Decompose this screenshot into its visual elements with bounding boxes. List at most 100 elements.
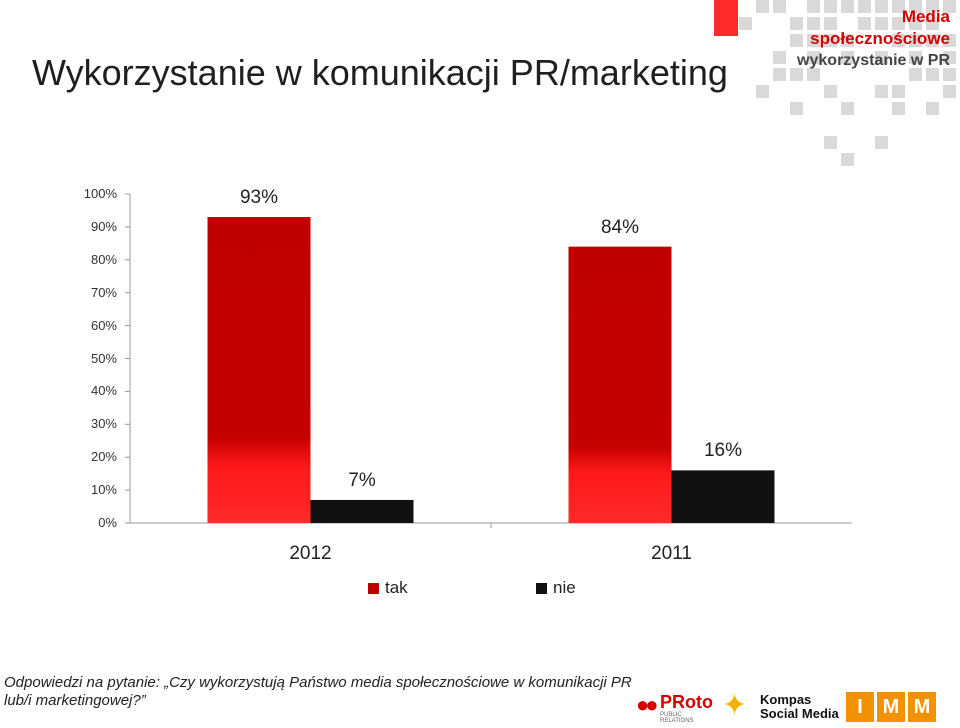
mosaic-cell <box>926 102 939 115</box>
mosaic-cell <box>841 0 854 13</box>
mosaic-cell <box>756 0 769 13</box>
mosaic-cell <box>909 68 922 81</box>
mosaic-cell <box>926 68 939 81</box>
y-tick-label: 40% <box>90 383 117 399</box>
page-title: Wykorzystanie w komunikacji PR/marketing <box>32 52 728 93</box>
mosaic-cell <box>824 17 837 30</box>
proto-logo-subtext: PUBLIC RELATIONS <box>660 712 694 724</box>
mosaic-cell <box>790 102 803 115</box>
legend-swatch-tak <box>368 583 379 595</box>
brand-line-1: Media <box>901 7 950 26</box>
imm-logo: I M M <box>846 692 946 724</box>
mosaic-cell <box>841 34 854 47</box>
y-tick-label: 30% <box>90 416 117 432</box>
bar-tak-2012 <box>207 217 311 523</box>
mosaic-cell <box>909 0 922 13</box>
mosaic-cell <box>773 0 786 13</box>
bar-value-label: 93% <box>239 187 279 209</box>
mosaic-cell <box>807 51 820 64</box>
mosaic-cell <box>807 0 820 13</box>
bar-value-label: 7% <box>348 469 376 491</box>
mosaic-cell <box>892 34 905 47</box>
bar-value-label: 84% <box>600 216 640 238</box>
mosaic-cell <box>892 85 905 98</box>
partner-logos: ●● PRoto PUBLIC RELATIONS ✦ Kompas Socia… <box>636 688 956 726</box>
mosaic-cell <box>892 102 905 115</box>
kompas-line-1: Kompas <box>760 692 812 707</box>
proto-logo: ●● PRoto PUBLIC RELATIONS <box>636 690 713 724</box>
y-tick-label: 90% <box>90 218 117 234</box>
mosaic-cell <box>909 51 922 64</box>
x-tick-label: 2011 <box>651 543 692 564</box>
mosaic-cell <box>875 0 888 13</box>
y-tick-label: 20% <box>90 449 117 465</box>
mosaic-cell <box>773 68 786 81</box>
mosaic-cell <box>756 85 769 98</box>
y-tick-label: 10% <box>90 482 117 498</box>
mosaic-cell <box>790 17 803 30</box>
y-tick-label: 0% <box>98 515 117 530</box>
mosaic-cell <box>943 34 956 47</box>
mosaic-cell <box>943 51 956 64</box>
brand-block: Media społecznościowe wykorzystanie w PR <box>797 6 950 72</box>
bar-chart <box>125 193 852 528</box>
mosaic-cell <box>841 153 854 166</box>
mosaic-cell <box>892 17 905 30</box>
mosaic-cell <box>824 34 837 47</box>
legend-item-nie: nie <box>536 578 576 598</box>
bar-tak-2011 <box>568 246 672 523</box>
mosaic-cell <box>807 68 820 81</box>
imm-letter-1: I <box>846 692 874 722</box>
mosaic-cell <box>824 136 837 149</box>
mosaic-cell <box>824 85 837 98</box>
mosaic-cell <box>875 85 888 98</box>
mosaic-cell <box>824 0 837 13</box>
mosaic-cell <box>841 51 854 64</box>
mosaic-cell <box>875 17 888 30</box>
imm-letter-3: M <box>908 692 936 722</box>
mosaic-cell <box>909 34 922 47</box>
y-tick-label: 80% <box>90 251 117 267</box>
mosaic-cell <box>807 17 820 30</box>
mosaic-cell <box>943 68 956 81</box>
mosaic-cell <box>875 136 888 149</box>
mosaic-cell <box>909 17 922 30</box>
y-tick-label: 50% <box>90 350 117 366</box>
legend-label-tak: tak <box>385 578 408 597</box>
mosaic-cell <box>807 34 820 47</box>
y-tick-label: 100% <box>83 186 117 201</box>
kompas-logo-text: Kompas Social Media <box>760 693 839 721</box>
mosaic-cell <box>739 17 752 30</box>
compass-star-icon: ✦ <box>722 689 748 722</box>
mosaic-cell <box>926 34 939 47</box>
mosaic-cell <box>790 68 803 81</box>
mosaic-cell <box>773 51 786 64</box>
header-mosaic <box>714 0 956 166</box>
legend-swatch-nie <box>536 583 547 595</box>
bar-nie-2011 <box>671 470 775 523</box>
mosaic-cell <box>858 0 871 13</box>
y-tick-label: 60% <box>90 317 117 333</box>
legend-label-nie: nie <box>553 578 576 597</box>
footnote: Odpowiedzi na pytanie: „Czy wykorzystują… <box>4 674 632 709</box>
mosaic-cell <box>875 51 888 64</box>
legend-item-tak: tak <box>368 578 408 598</box>
mosaic-cell <box>858 17 871 30</box>
bar-value-label: 16% <box>703 440 743 462</box>
brand-line-2: społecznościowe <box>810 29 950 48</box>
mosaic-red-square <box>714 0 738 36</box>
proto-logo-text: PRoto <box>660 692 713 712</box>
mosaic-cell <box>790 34 803 47</box>
people-icon: ●● <box>636 692 658 717</box>
kompas-logo: ✦ Kompas Social Media <box>722 688 840 726</box>
y-tick-label: 70% <box>90 284 117 300</box>
mosaic-cell <box>943 85 956 98</box>
kompas-line-2: Social Media <box>760 706 839 721</box>
mosaic-cell <box>926 0 939 13</box>
imm-letter-2: M <box>877 692 905 722</box>
mosaic-cell <box>892 0 905 13</box>
mosaic-cell <box>926 17 939 30</box>
brand-line-3: wykorzystanie w PR <box>797 52 950 69</box>
x-tick-label: 2012 <box>289 543 332 564</box>
mosaic-cell <box>841 102 854 115</box>
